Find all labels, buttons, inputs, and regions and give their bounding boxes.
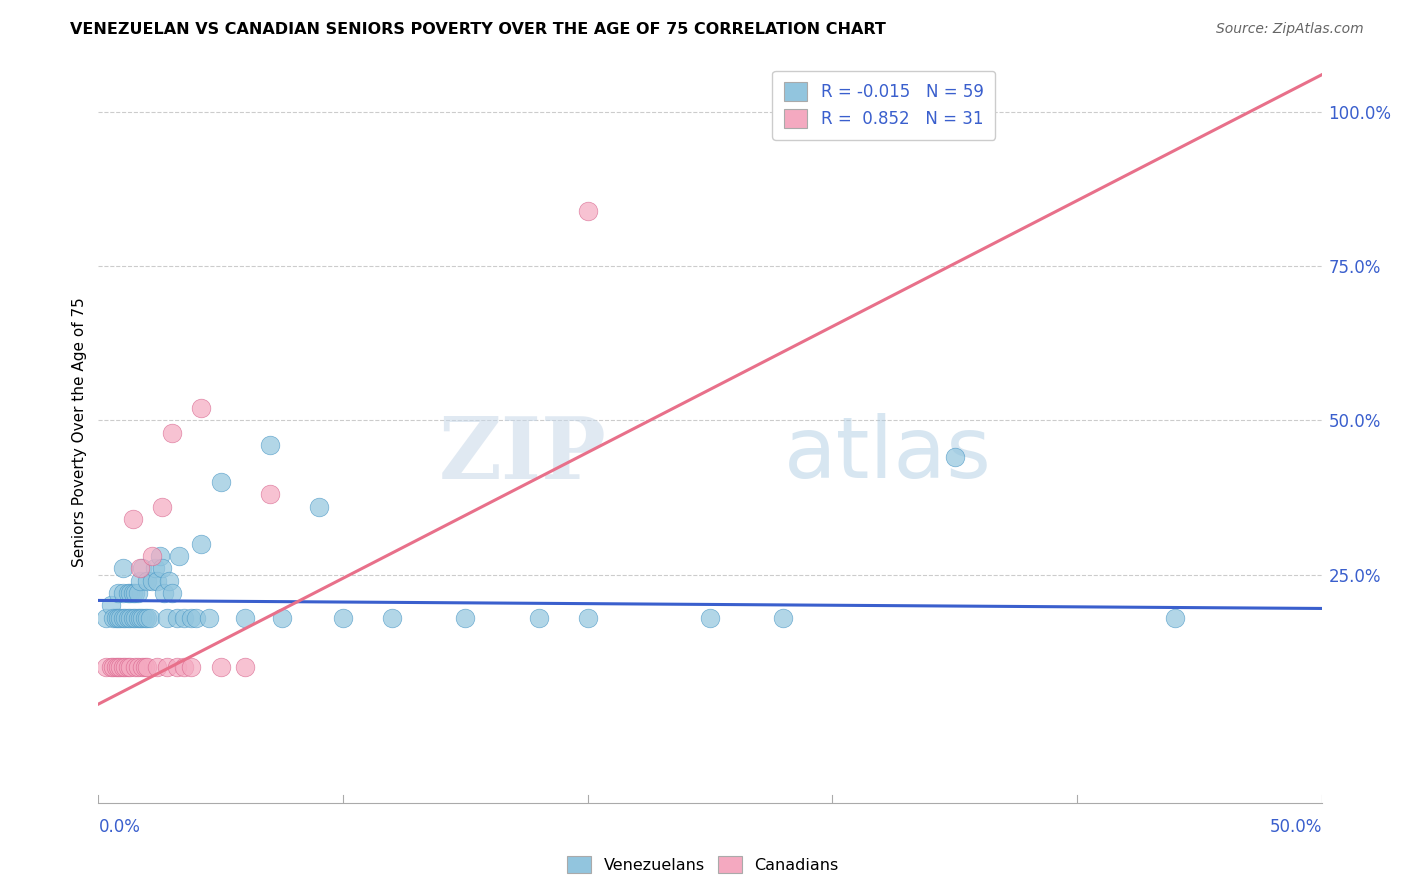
Point xyxy=(149,549,172,563)
Point xyxy=(107,586,129,600)
Point xyxy=(180,660,202,674)
Point xyxy=(127,660,149,674)
Point xyxy=(699,611,721,625)
Point xyxy=(156,611,179,625)
Point xyxy=(127,611,149,625)
Point xyxy=(233,660,256,674)
Point xyxy=(111,586,134,600)
Point xyxy=(576,203,599,218)
Point xyxy=(117,611,139,625)
Point xyxy=(157,574,180,588)
Point xyxy=(100,660,122,674)
Point xyxy=(1164,611,1187,625)
Point xyxy=(166,660,188,674)
Point xyxy=(107,611,129,625)
Point xyxy=(150,500,173,514)
Point xyxy=(209,660,232,674)
Point xyxy=(121,512,143,526)
Point xyxy=(259,438,281,452)
Point xyxy=(160,586,183,600)
Point xyxy=(156,660,179,674)
Point xyxy=(101,611,124,625)
Point xyxy=(117,660,139,674)
Point xyxy=(100,599,122,613)
Point xyxy=(101,660,124,674)
Point xyxy=(94,660,117,674)
Point xyxy=(153,586,176,600)
Point xyxy=(136,611,159,625)
Point xyxy=(772,611,794,625)
Point xyxy=(190,537,212,551)
Legend: R = -0.015   N = 59, R =  0.852   N = 31: R = -0.015 N = 59, R = 0.852 N = 31 xyxy=(772,70,995,140)
Point xyxy=(141,574,163,588)
Legend: Venezuelans, Canadians: Venezuelans, Canadians xyxy=(561,849,845,880)
Text: 50.0%: 50.0% xyxy=(1270,818,1322,836)
Point xyxy=(124,660,146,674)
Point xyxy=(186,611,208,625)
Point xyxy=(110,660,132,674)
Point xyxy=(270,611,294,625)
Y-axis label: Seniors Poverty Over the Age of 75: Seniors Poverty Over the Age of 75 xyxy=(72,298,87,567)
Point xyxy=(190,401,212,415)
Point xyxy=(124,611,146,625)
Point xyxy=(141,549,163,563)
Text: 0.0%: 0.0% xyxy=(98,818,141,836)
Point xyxy=(136,574,159,588)
Point xyxy=(160,425,183,440)
Point xyxy=(209,475,232,489)
Point xyxy=(124,586,146,600)
Point xyxy=(120,611,142,625)
Point xyxy=(120,586,142,600)
Point xyxy=(167,549,190,563)
Point xyxy=(197,611,219,625)
Point xyxy=(111,561,134,575)
Point xyxy=(117,586,139,600)
Point xyxy=(111,611,134,625)
Point xyxy=(129,561,152,575)
Point xyxy=(173,611,195,625)
Point xyxy=(110,611,132,625)
Point xyxy=(131,660,153,674)
Point xyxy=(180,611,202,625)
Point xyxy=(139,611,162,625)
Point xyxy=(233,611,256,625)
Point xyxy=(129,574,152,588)
Point xyxy=(120,660,142,674)
Point xyxy=(131,611,153,625)
Text: atlas: atlas xyxy=(783,413,991,496)
Point xyxy=(143,561,166,575)
Point xyxy=(454,611,477,625)
Point xyxy=(146,574,169,588)
Point xyxy=(136,660,159,674)
Point xyxy=(94,611,117,625)
Point xyxy=(131,561,153,575)
Point xyxy=(576,611,599,625)
Point xyxy=(943,450,966,465)
Point xyxy=(308,500,330,514)
Point xyxy=(772,93,794,107)
Point xyxy=(527,611,550,625)
Point xyxy=(114,660,136,674)
Point xyxy=(127,586,149,600)
Point xyxy=(129,611,152,625)
Text: Source: ZipAtlas.com: Source: ZipAtlas.com xyxy=(1216,22,1364,37)
Point xyxy=(121,586,143,600)
Text: ZIP: ZIP xyxy=(439,413,606,497)
Point xyxy=(332,611,354,625)
Text: VENEZUELAN VS CANADIAN SENIORS POVERTY OVER THE AGE OF 75 CORRELATION CHART: VENEZUELAN VS CANADIAN SENIORS POVERTY O… xyxy=(70,22,886,37)
Point xyxy=(121,611,143,625)
Point xyxy=(104,611,127,625)
Point xyxy=(146,660,169,674)
Point xyxy=(381,611,404,625)
Point xyxy=(111,660,134,674)
Point xyxy=(134,611,156,625)
Point xyxy=(104,660,127,674)
Point xyxy=(166,611,188,625)
Point xyxy=(173,660,195,674)
Point xyxy=(150,561,173,575)
Point xyxy=(107,660,129,674)
Point xyxy=(134,660,156,674)
Point xyxy=(114,611,136,625)
Point xyxy=(259,487,281,501)
